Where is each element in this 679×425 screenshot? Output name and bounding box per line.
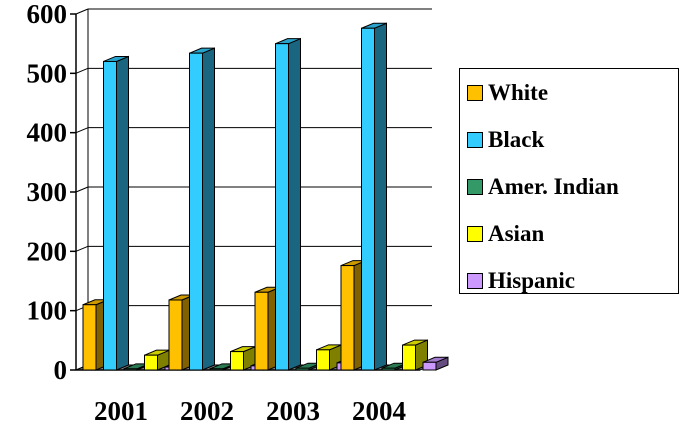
bar-black-2001	[103, 55, 129, 371]
bar-amer-indian-2004	[381, 362, 408, 371]
bar-black-2003	[275, 37, 301, 371]
legend-item: Hispanic	[467, 268, 575, 294]
legend-swatch	[467, 132, 483, 148]
legend-label: Black	[488, 127, 545, 152]
y-tick-label: 100	[27, 296, 68, 326]
y-tick-label: 600	[27, 0, 68, 29]
legend-item: Black	[467, 127, 544, 153]
y-tick-label: 500	[27, 58, 68, 88]
bar-asian-2001	[144, 349, 170, 371]
y-tick-label: 400	[27, 118, 68, 148]
legend-item: Amer. Indian	[467, 174, 619, 200]
legend-label: Hispanic	[488, 268, 575, 293]
bar-black-2004	[361, 22, 387, 371]
x-tick-labels: 2001 2002 2003 2004	[94, 396, 406, 425]
side-wall-line	[75, 67, 89, 74]
side-wall-line	[75, 127, 89, 134]
y-tick-label: 300	[27, 177, 68, 207]
x-tick-label: 2002	[180, 396, 234, 425]
legend-item: White	[467, 80, 548, 106]
x-tick-label: 2004	[352, 396, 406, 425]
bar-hispanic-2004	[422, 356, 449, 371]
y-tick-labels: 0 100 200 300 400 500 600	[27, 0, 68, 385]
legend-item: Asian	[467, 221, 544, 247]
legend-swatch	[467, 226, 483, 242]
bar-asian-2002	[230, 345, 256, 371]
x-tick-label: 2003	[266, 396, 320, 425]
y-tick-label: 0	[54, 355, 68, 385]
legend: White Black Amer. Indian Asian Hispanic	[459, 68, 679, 294]
legend-label: Asian	[488, 221, 545, 246]
side-wall-line	[75, 186, 89, 193]
legend-label: Amer. Indian	[488, 174, 619, 199]
x-tick-label: 2001	[94, 396, 148, 425]
y-tick-label: 200	[27, 236, 68, 266]
legend-swatch	[467, 179, 483, 195]
side-wall-line	[75, 8, 89, 15]
legend-swatch	[467, 273, 483, 289]
legend-label: White	[488, 80, 549, 105]
bars	[82, 22, 449, 371]
bar-black-2002	[189, 47, 215, 371]
legend-swatch	[467, 85, 483, 101]
side-wall-line	[75, 245, 89, 252]
